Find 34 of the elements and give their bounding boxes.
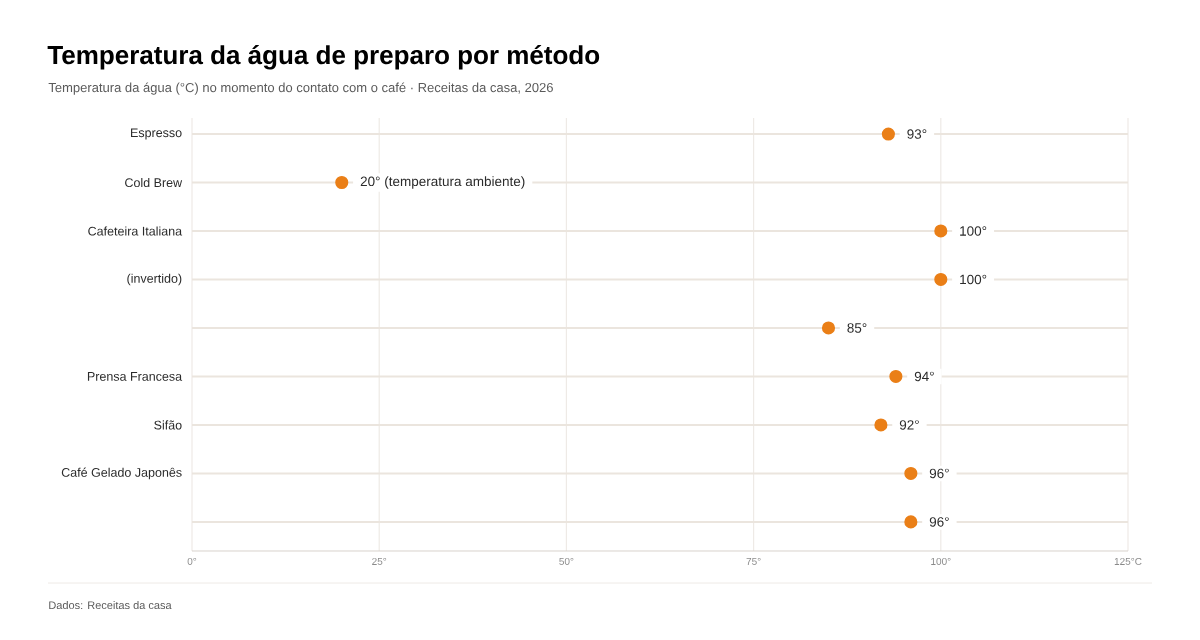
- data-label: 96°: [929, 468, 949, 479]
- point: [881, 127, 895, 141]
- point: [904, 466, 918, 480]
- x-tick-label: 25°: [372, 557, 387, 565]
- point: [934, 272, 948, 287]
- data-label: 100°: [960, 226, 987, 236]
- data-label: 96°: [929, 517, 949, 527]
- y-tick-label: Cafeteira Italiana: [88, 226, 183, 236]
- point: [335, 175, 349, 190]
- y-tick-label: Prensa Francesa: [87, 372, 183, 381]
- y-tick-label: (invertido): [127, 273, 182, 286]
- y-tick-label: Cold Brew: [125, 177, 183, 188]
- x-tick-label: 125°C: [1114, 557, 1142, 565]
- point: [874, 418, 888, 432]
- x-tick-label: 50°: [559, 557, 574, 565]
- point: [821, 321, 836, 335]
- y-tick-label: Café Gelado Japonês: [61, 467, 182, 480]
- chart-subtitle: Temperatura da água (°C) no momento do contato com o café · Receitas da casa, 2026: [48, 82, 553, 95]
- x-tick-label: 100°: [931, 557, 951, 565]
- y-tick-label: Sifão: [154, 420, 182, 430]
- data-label: 94°: [914, 371, 934, 382]
- point: [889, 369, 903, 383]
- data-label: 100°: [960, 274, 987, 285]
- point: [904, 515, 918, 529]
- data-label: 20° (temperatura ambiente): [360, 176, 525, 189]
- data-label: 93°: [907, 129, 927, 139]
- x-tick-label: 0°: [187, 557, 197, 565]
- x-tick-label: 75°: [746, 557, 761, 565]
- data-label: 85°: [847, 323, 867, 333]
- data-label: 92°: [899, 420, 919, 430]
- y-tick-label: Espresso: [131, 128, 182, 140]
- text: Dados: Receitas da casa: [49, 601, 172, 610]
- point: [934, 224, 948, 238]
- chart-title: Temperatura da água de preparo por método: [47, 44, 600, 70]
